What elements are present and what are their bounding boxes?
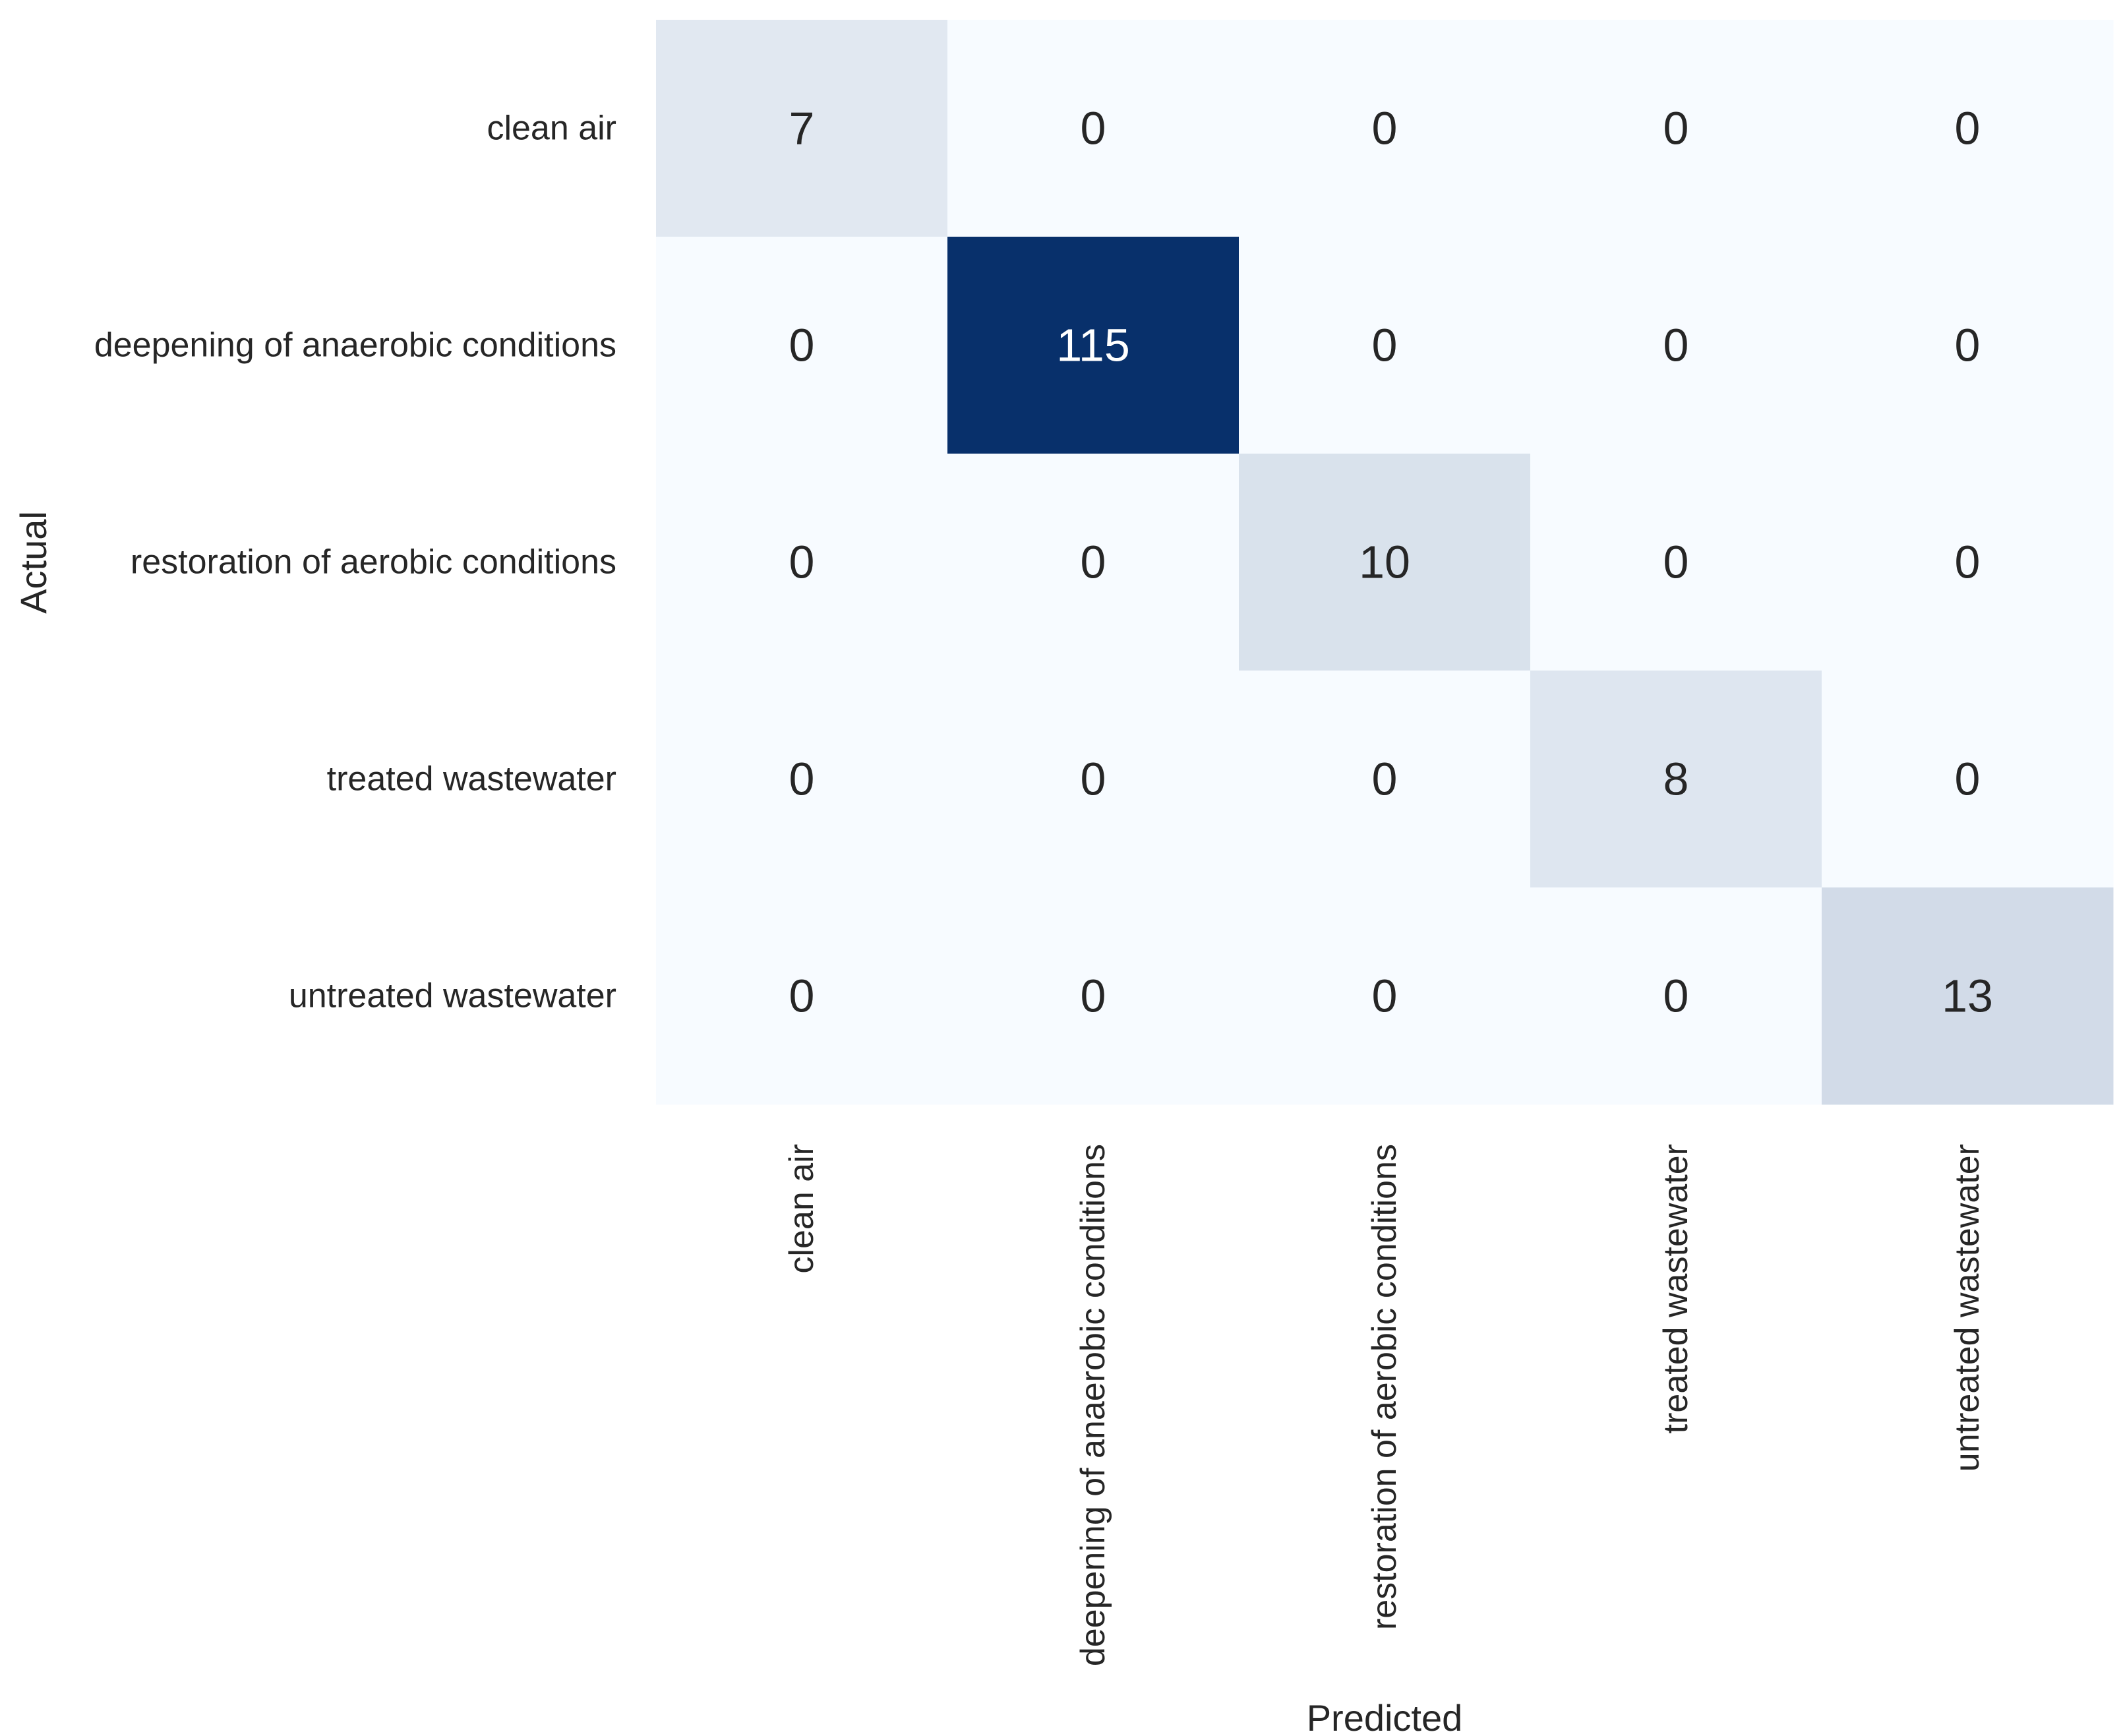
cell-value-label: 7	[789, 103, 815, 154]
cell-value-label: 10	[1359, 537, 1410, 588]
cell-value-label: 0	[1955, 320, 1981, 371]
heatmap-cell	[1239, 454, 1531, 671]
x-tick-labels: clean air deepening of anaerobic conditio…	[783, 1144, 1987, 1666]
cell-value-label: 0	[1372, 971, 1398, 1022]
cell-value-label: 0	[1663, 971, 1689, 1022]
y-tick-label: clean air	[487, 109, 616, 148]
cell-value-label: 0	[1955, 754, 1981, 805]
heatmap-cell	[656, 454, 948, 671]
heatmap-cell	[947, 887, 1240, 1105]
heatmap-cell	[947, 671, 1240, 888]
heatmap-cell	[1822, 20, 2114, 237]
x-axis-label: Predicted	[1307, 1697, 1463, 1736]
cell-value-label: 0	[1955, 103, 1981, 154]
heatmap-cell	[1530, 454, 1822, 671]
heatmap-cells: 7 0 0 0 0 0 115 0 0 0 0 0 10 0 0 0 0 0 8 0 0 0 0 0 13	[656, 20, 2114, 1105]
y-tick-label: untreated wastewater	[289, 977, 616, 1015]
cell-value-label: 0	[1663, 320, 1689, 371]
heatmap-cell	[1822, 887, 2114, 1105]
heatmap-cell	[656, 20, 948, 237]
cell-value-label: 0	[1663, 103, 1689, 154]
cell-value-label: 13	[1942, 971, 1993, 1022]
y-tick-label: treated wastewater	[327, 760, 616, 798]
cell-value-label: 0	[1081, 103, 1106, 154]
heatmap-cell	[1530, 237, 1822, 454]
cell-value-label: 0	[1372, 320, 1398, 371]
heatmap-cell	[656, 671, 948, 888]
heatmap-cell	[1239, 237, 1531, 454]
y-tick-label: deepening of anaerobic conditions	[94, 326, 616, 365]
x-tick-label: untreated wastewater	[1948, 1144, 1987, 1472]
cell-value-label: 0	[789, 537, 815, 588]
cell-value-label: 0	[1372, 103, 1398, 154]
cell-value-label: 0	[789, 754, 815, 805]
heatmap-cell	[1822, 237, 2114, 454]
y-tick-label: restoration of aerobic conditions	[131, 543, 616, 582]
cell-value-label: 0	[1081, 537, 1106, 588]
x-tick-label: treated wastewater	[1657, 1144, 1695, 1433]
heatmap-cell	[1530, 20, 1822, 237]
cell-value-label: 0	[789, 971, 815, 1022]
heatmap-cell	[1822, 671, 2114, 888]
cell-value-label: 0	[1081, 971, 1106, 1022]
y-tick-labels: clean air deepening of anaerobic conditio…	[94, 109, 616, 1015]
cell-value-label: 115	[1056, 320, 1130, 371]
cell-value-label: 0	[1663, 537, 1689, 588]
heatmap-cell	[1530, 671, 1822, 888]
cell-value-label: 0	[1372, 754, 1398, 805]
x-tick-label: restoration of aerobic conditions	[1365, 1144, 1404, 1630]
heatmap-cell	[1822, 454, 2114, 671]
heatmap-cell	[1239, 887, 1531, 1105]
heatmap-cell	[947, 454, 1240, 671]
heatmap-cell	[1239, 671, 1531, 888]
heatmap-cell	[1530, 887, 1822, 1105]
x-tick-label: deepening of anaerobic conditions	[1074, 1144, 1112, 1666]
heatmap-cell	[947, 237, 1240, 454]
heatmap-cell	[656, 237, 948, 454]
heatmap-cell	[1239, 20, 1531, 237]
heatmap-cell	[947, 20, 1240, 237]
x-tick-label: clean air	[783, 1144, 821, 1274]
cell-value-label: 0	[1081, 754, 1106, 805]
heatmap-cell	[656, 887, 948, 1105]
cell-value-label: 8	[1663, 754, 1689, 805]
cell-value-label: 0	[789, 320, 815, 371]
cell-value-label: 0	[1955, 537, 1981, 588]
y-axis-label: Actual	[13, 511, 54, 614]
